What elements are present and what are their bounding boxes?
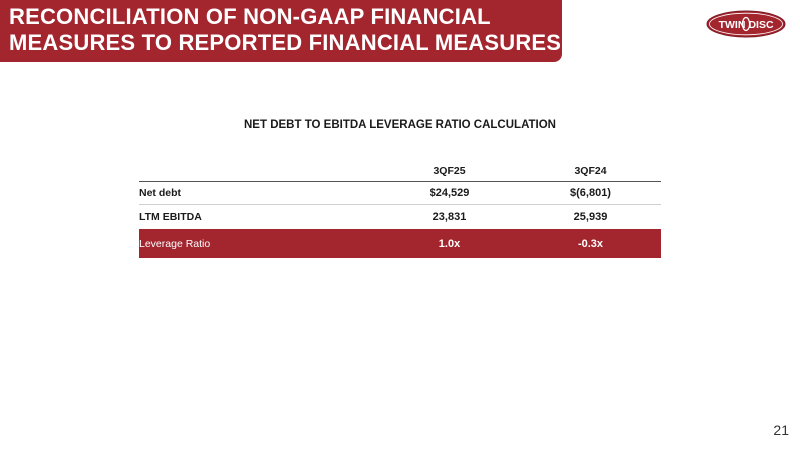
cell-value: 1.0x [379, 229, 520, 258]
logo-word-twin: TWIN [719, 19, 746, 31]
table-header-row: 3QF25 3QF24 [139, 160, 661, 182]
twin-disc-logo: TWIN DISC [706, 10, 786, 38]
row-label: Leverage Ratio [139, 229, 379, 258]
row-label: Net debt [139, 181, 379, 205]
row-label: LTM EBITDA [139, 211, 202, 223]
leverage-ratio-table: 3QF25 3QF24 Net debt $24,529 $(6,801) LT… [139, 160, 661, 258]
column-header-3qf24: 3QF24 [520, 160, 661, 182]
cell-value: $(6,801) [520, 181, 661, 205]
logo-word-disc: DISC [748, 19, 774, 31]
page-title-line-1: RECONCILIATION OF NON-GAAP FINANCIAL [9, 4, 491, 29]
cell-value: 23,831 [432, 211, 467, 223]
header-empty-cell [139, 160, 379, 182]
page-title: RECONCILIATION OF NON-GAAP FINANCIAL MEA… [9, 4, 561, 56]
title-band: RECONCILIATION OF NON-GAAP FINANCIAL MEA… [0, 0, 562, 62]
cell-value: -0.3x [520, 229, 661, 258]
page-title-line-2: MEASURES TO REPORTED FINANCIAL MEASURES [9, 30, 562, 55]
section-title: NET DEBT TO EBITDA LEVERAGE RATIO CALCUL… [244, 119, 556, 131]
table-row-leverage-ratio: Leverage Ratio 1.0x -0.3x [139, 229, 661, 258]
cell-value: $24,529 [379, 181, 520, 205]
column-header-3qf25: 3QF25 [379, 160, 520, 182]
table-row-net-debt: Net debt $24,529 $(6,801) [139, 181, 661, 205]
page-number: 21 [773, 422, 789, 438]
table-row-ltm-ebitda: LTM EBITDA 23,831 25,939 [139, 205, 661, 230]
cell-value: 25,939 [573, 211, 608, 223]
